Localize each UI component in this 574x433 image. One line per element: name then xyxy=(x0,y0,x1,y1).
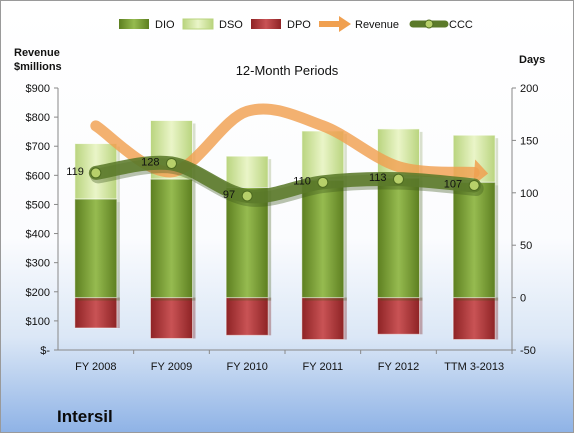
legend-swatch-dso xyxy=(182,18,214,30)
y-left-tick-label: $300 xyxy=(26,258,50,270)
company-name: Intersil xyxy=(57,407,113,426)
y-right-tick-label: 100 xyxy=(520,188,538,200)
dpo-bar xyxy=(377,297,420,335)
x-tick-label: FY 2009 xyxy=(151,361,192,373)
lines xyxy=(88,103,489,207)
dio-bar xyxy=(377,177,420,299)
ccc-data-label: 110 xyxy=(293,175,311,187)
dpo-bar xyxy=(74,297,118,329)
legend-label: Revenue xyxy=(355,19,399,31)
y-left-tick-label: $600 xyxy=(26,170,50,182)
y-left-tick-label: $- xyxy=(40,345,50,357)
dio-bar xyxy=(150,178,193,299)
y-left-tick-label: $500 xyxy=(26,199,50,211)
y-right-tick-label: -50 xyxy=(520,345,536,357)
legend-label: DIO xyxy=(155,19,175,31)
chart-title: 12-Month Periods xyxy=(236,63,339,78)
y-right-tick-label: 0 xyxy=(520,293,526,305)
ccc-marker xyxy=(393,173,404,185)
x-tick-label: FY 2011 xyxy=(303,361,344,373)
data-labels: 119 128 97 110 113 107 xyxy=(66,156,462,200)
ccc-line xyxy=(88,155,482,204)
x-tick-label: FY 2010 xyxy=(226,361,267,373)
ccc-data-label: 119 xyxy=(66,166,84,178)
ccc-data-label: 107 xyxy=(444,178,462,190)
dpo-bar xyxy=(301,297,345,341)
x-tick-label: FY 2008 xyxy=(75,361,116,373)
axes: $- $100 $200 $300 $400 $500 $600 $700 $800 $900 -5… xyxy=(26,83,539,373)
x-tick-label: TTM 3-2013 xyxy=(444,361,504,373)
y-right-tick-label: 200 xyxy=(520,83,538,95)
ccc-data-label: 128 xyxy=(141,156,159,168)
legend-label: DPO xyxy=(287,19,311,31)
ccc-data-label: 113 xyxy=(369,172,387,184)
legend-swatch-dpo xyxy=(251,19,281,29)
y-left-axis-label-line: Revenue xyxy=(14,47,60,59)
dso-bar xyxy=(225,155,269,189)
ccc-marker xyxy=(166,157,177,169)
y-left-axis-label-line: $millions xyxy=(14,61,62,73)
dio-bar xyxy=(74,198,118,299)
dpo-bar xyxy=(452,297,496,341)
y-left-axis-label: Revenue $millions xyxy=(14,47,62,73)
y-left-tick-label: $100 xyxy=(26,316,50,328)
dpo-bar xyxy=(225,297,269,336)
ccc-marker xyxy=(241,190,253,202)
dio-bar xyxy=(225,187,269,299)
legend-swatch-revenue-arrow xyxy=(339,16,351,32)
legend-label: CCC xyxy=(449,19,473,31)
y-right-tick-label: 50 xyxy=(520,240,532,252)
legend: DIO DSO DPO Revenue CCC xyxy=(119,16,473,32)
y-right-axis-label: Days xyxy=(519,54,545,66)
revenue-arrowhead xyxy=(473,159,489,186)
legend-label: DSO xyxy=(219,19,243,31)
x-tick-label: FY 2012 xyxy=(378,361,419,373)
dio-bar xyxy=(301,179,345,299)
y-left-tick-label: $900 xyxy=(26,83,50,95)
y-left-tick-label: $400 xyxy=(26,229,50,241)
dso-bar xyxy=(301,130,345,181)
ccc-data-label: 97 xyxy=(223,189,235,201)
y-right-tick-label: 150 xyxy=(520,135,538,147)
ccc-marker xyxy=(317,176,329,188)
revenue-line xyxy=(90,103,480,178)
ccc-marker xyxy=(90,167,102,179)
legend-swatch-ccc-marker xyxy=(424,19,434,29)
legend-swatch-dio xyxy=(119,19,149,29)
y-left-tick-label: $700 xyxy=(26,141,50,153)
y-left-tick-label: $200 xyxy=(26,287,50,299)
y-left-tick-label: $800 xyxy=(26,112,50,124)
ccc-marker xyxy=(468,179,480,191)
dio-bar xyxy=(452,181,496,299)
dpo-bar xyxy=(150,297,193,339)
